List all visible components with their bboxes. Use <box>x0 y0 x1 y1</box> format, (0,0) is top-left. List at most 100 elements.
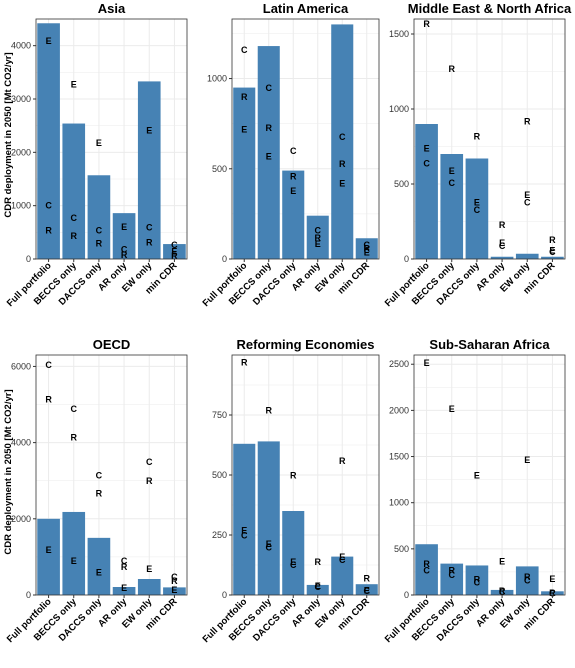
bar <box>415 544 438 595</box>
bar <box>541 256 564 259</box>
marker-c: C <box>549 247 556 257</box>
marker-c: C <box>241 531 248 541</box>
marker-c: C <box>339 132 346 142</box>
marker-r: R <box>549 235 556 245</box>
marker-r: R <box>524 572 531 582</box>
marker-c: C <box>474 205 481 215</box>
panel-border <box>413 354 566 596</box>
marker-r: R <box>241 358 248 368</box>
bar <box>87 537 111 595</box>
marker-e: E <box>71 80 77 90</box>
marker-r: R <box>146 237 153 247</box>
bar <box>37 518 60 595</box>
bar <box>233 87 256 259</box>
panel-background <box>36 19 187 259</box>
marker-e: E <box>449 404 455 414</box>
marker-e: E <box>241 526 247 536</box>
marker-r: R <box>96 239 103 249</box>
marker-e: E <box>171 247 177 257</box>
marker-e: E <box>339 552 345 562</box>
marker-r: R <box>266 123 273 133</box>
marker-c: C <box>266 83 273 93</box>
marker-r: R <box>449 566 456 576</box>
bar <box>415 124 438 259</box>
marker-c: C <box>71 213 78 223</box>
marker-c: C <box>549 589 556 599</box>
panel-border <box>231 18 380 260</box>
marker-c: C <box>171 572 178 582</box>
bar <box>163 244 186 259</box>
y-tick-label: 0 <box>222 254 227 264</box>
y-tick-label: 1000 <box>389 498 409 508</box>
marker-e: E <box>364 247 370 257</box>
bar <box>515 566 539 595</box>
bar <box>282 511 305 595</box>
bar <box>490 256 514 259</box>
bar <box>306 584 329 595</box>
marker-c: C <box>290 146 297 156</box>
y-tick-label: 1500 <box>389 29 409 39</box>
panel-background <box>414 19 565 259</box>
marker-e: E <box>146 125 152 135</box>
y-axis-label-bottom: CDR deployment in 2050 [Mt CO2/yr] <box>3 389 14 554</box>
y-tick-label: 1500 <box>389 452 409 462</box>
marker-e: E <box>71 556 77 566</box>
y-tick-label: 1000 <box>207 74 227 84</box>
bar <box>62 511 86 595</box>
marker-c: C <box>171 240 178 250</box>
marker-r: R <box>339 456 346 466</box>
bar <box>257 441 280 595</box>
marker-c: C <box>315 226 322 236</box>
marker-r: R <box>423 19 430 29</box>
y-tick-label: 0 <box>26 254 31 264</box>
marker-r: R <box>315 233 322 243</box>
y-tick-label: 1000 <box>11 201 31 211</box>
marker-r: R <box>121 250 128 260</box>
marker-c: C <box>449 178 456 188</box>
y-tick-label: 750 <box>212 410 227 420</box>
bar <box>541 591 564 595</box>
bar <box>490 589 514 595</box>
marker-e: E <box>449 166 455 176</box>
marker-c: C <box>290 560 297 570</box>
y-tick-label: 2000 <box>389 405 409 415</box>
panel-title: Reforming Economies <box>237 337 375 352</box>
marker-e: E <box>549 246 555 256</box>
y-tick-label: 6000 <box>11 361 31 371</box>
marker-c: C <box>315 582 322 592</box>
panel-background <box>232 19 379 259</box>
marker-r: R <box>499 586 506 596</box>
panel-border <box>413 18 566 260</box>
bar <box>355 584 378 595</box>
marker-c: C <box>423 159 430 169</box>
marker-e: E <box>339 179 345 189</box>
y-tick-label: 0 <box>222 590 227 600</box>
bar <box>465 565 489 595</box>
y-tick-label: 2000 <box>11 147 31 157</box>
marker-c: C <box>499 587 506 597</box>
y-tick-label: 2000 <box>11 514 31 524</box>
marker-e: E <box>46 36 52 46</box>
marker-c: C <box>71 404 78 414</box>
marker-r: R <box>474 132 481 142</box>
bar <box>233 443 256 595</box>
marker-c: C <box>241 45 248 55</box>
marker-c: C <box>499 241 506 251</box>
marker-e: E <box>474 198 480 208</box>
bar <box>515 253 539 259</box>
y-tick-label: 3000 <box>11 94 31 104</box>
marker-c: C <box>121 556 128 566</box>
bar <box>112 213 136 259</box>
marker-e: E <box>315 581 321 591</box>
marker-r: R <box>146 476 153 486</box>
marker-r: R <box>290 471 297 481</box>
marker-r: R <box>499 220 506 230</box>
panel-title: Latin America <box>263 1 349 16</box>
marker-c: C <box>364 240 371 250</box>
marker-r: R <box>339 159 346 169</box>
marker-c: C <box>45 360 52 370</box>
marker-r: R <box>364 244 371 254</box>
bar <box>440 154 464 259</box>
